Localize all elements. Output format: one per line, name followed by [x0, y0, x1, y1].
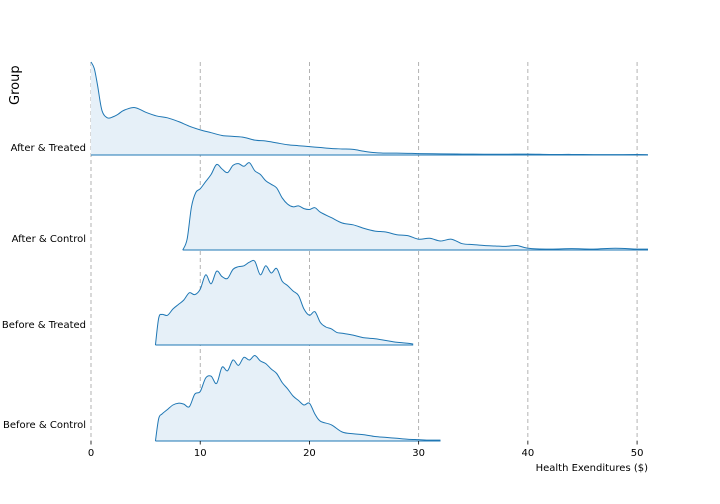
ridge-before-treated [154, 259, 414, 346]
x-tick-label: 40 [521, 448, 534, 459]
group-label: Before & Treated [2, 320, 86, 331]
x-axis-label: Health Exenditures ($) [536, 463, 649, 474]
x-tick-label: 30 [412, 448, 425, 459]
x-tick-label: 0 [88, 448, 94, 459]
ridge-area [91, 62, 648, 155]
ridge-area [155, 260, 414, 345]
ridge-line [90, 61, 649, 156]
ridges [90, 61, 649, 442]
ridge-line [154, 259, 414, 346]
ridge-line [182, 162, 649, 251]
x-axis: 0 10 20 30 40 50 [88, 441, 644, 459]
ridge-before-control [154, 355, 441, 442]
group-label: Before & Control [3, 420, 86, 431]
ridge-after-treated [90, 61, 649, 156]
group-label: After & Treated [11, 143, 86, 154]
group-label: After & Control [12, 234, 86, 245]
x-tick-label: 10 [194, 448, 207, 459]
x-tick-label: 20 [303, 448, 316, 459]
group-labels: After & Treated After & Control Before & T… [2, 143, 86, 431]
x-gridlines [90, 62, 638, 441]
y-axis-label: Group [8, 65, 23, 105]
x-tick-label: 50 [631, 448, 644, 459]
ridge-line [154, 355, 441, 442]
ridge-after-control [182, 162, 649, 251]
ridge-area [182, 162, 649, 250]
ridge-area [155, 355, 441, 441]
